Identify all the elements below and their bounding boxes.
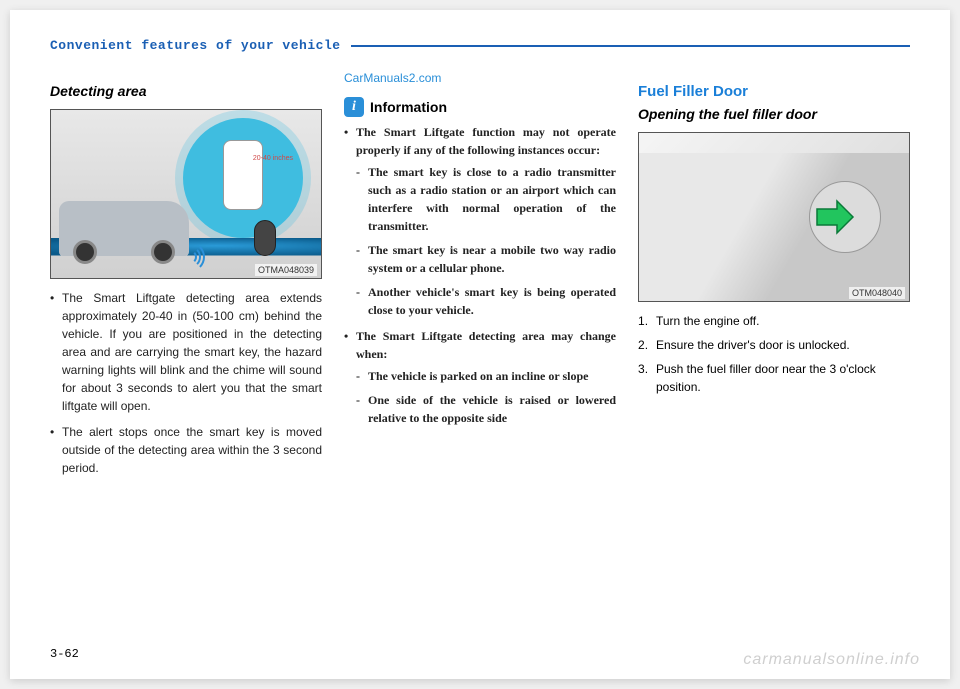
detecting-area-heading: Detecting area bbox=[50, 83, 322, 99]
step-item: Turn the engine off. bbox=[638, 312, 910, 330]
detecting-area-bullets: The Smart Liftgate detecting area extend… bbox=[50, 289, 322, 477]
bullet-text: The Smart Liftgate function may not oper… bbox=[356, 125, 616, 157]
opening-fuel-subheading: Opening the fuel filler door bbox=[638, 106, 910, 122]
sub-list: The vehicle is parked on an incline or s… bbox=[356, 367, 616, 427]
header-rule bbox=[351, 45, 910, 47]
bullet-item: The Smart Liftgate detecting area extend… bbox=[50, 289, 322, 415]
wheel-rear bbox=[151, 240, 175, 264]
bullet-item: The Smart Liftgate function may not oper… bbox=[344, 123, 616, 319]
sub-item: The vehicle is parked on an incline or s… bbox=[356, 367, 616, 385]
fuel-filler-heading: Fuel Filler Door bbox=[638, 83, 910, 100]
figure-id-label: OTMA048039 bbox=[255, 264, 317, 276]
bullet-item: The Smart Liftgate detecting area may ch… bbox=[344, 327, 616, 427]
smart-key-icon bbox=[254, 220, 276, 256]
column-2: CarManuals2.com i Information The Smart … bbox=[344, 71, 616, 659]
section-title: Convenient features of your vehicle bbox=[50, 38, 341, 53]
dimension-label: 20-40 inches bbox=[253, 155, 293, 162]
information-heading-row: i Information bbox=[344, 97, 616, 117]
bullet-item: The alert stops once the smart key is mo… bbox=[50, 423, 322, 477]
bullet-text: The Smart Liftgate detecting area may ch… bbox=[356, 329, 616, 361]
step-item: Push the fuel filler door near the 3 o'c… bbox=[638, 360, 910, 396]
sub-list: The smart key is close to a radio transm… bbox=[356, 163, 616, 319]
wheel-front bbox=[73, 240, 97, 264]
figure-id-label: OTM048040 bbox=[849, 287, 905, 299]
column-3: Fuel Filler Door Opening the fuel filler… bbox=[638, 71, 910, 659]
push-arrow-icon bbox=[813, 195, 857, 239]
step-item: Ensure the driver's door is unlocked. bbox=[638, 336, 910, 354]
page-number: 3-62 bbox=[50, 647, 79, 661]
figure-detecting-area: 20-40 inches OTMA048039 bbox=[50, 109, 322, 279]
manual-page: Convenient features of your vehicle Dete… bbox=[10, 10, 950, 679]
sub-item: The smart key is close to a radio transm… bbox=[356, 163, 616, 235]
column-1: Detecting area 20-40 inches OTMA048039 bbox=[50, 71, 322, 659]
content-columns: Detecting area 20-40 inches OTMA048039 bbox=[50, 71, 910, 659]
info-icon: i bbox=[344, 97, 364, 117]
sub-item: One side of the vehicle is raised or low… bbox=[356, 391, 616, 427]
watermark-bottom: carmanualsonline.info bbox=[743, 651, 920, 669]
section-header: Convenient features of your vehicle bbox=[50, 38, 910, 53]
information-bullets: The Smart Liftgate function may not oper… bbox=[344, 123, 616, 427]
car-top-view bbox=[223, 140, 263, 210]
sub-item: Another vehicle's smart key is being ope… bbox=[356, 283, 616, 319]
figure-fuel-filler: OTM048040 bbox=[638, 132, 910, 302]
fuel-filler-steps: Turn the engine off. Ensure the driver's… bbox=[638, 312, 910, 396]
sub-item: The smart key is near a mobile two way r… bbox=[356, 241, 616, 277]
information-label: Information bbox=[370, 99, 447, 115]
watermark-top: CarManuals2.com bbox=[344, 71, 616, 85]
